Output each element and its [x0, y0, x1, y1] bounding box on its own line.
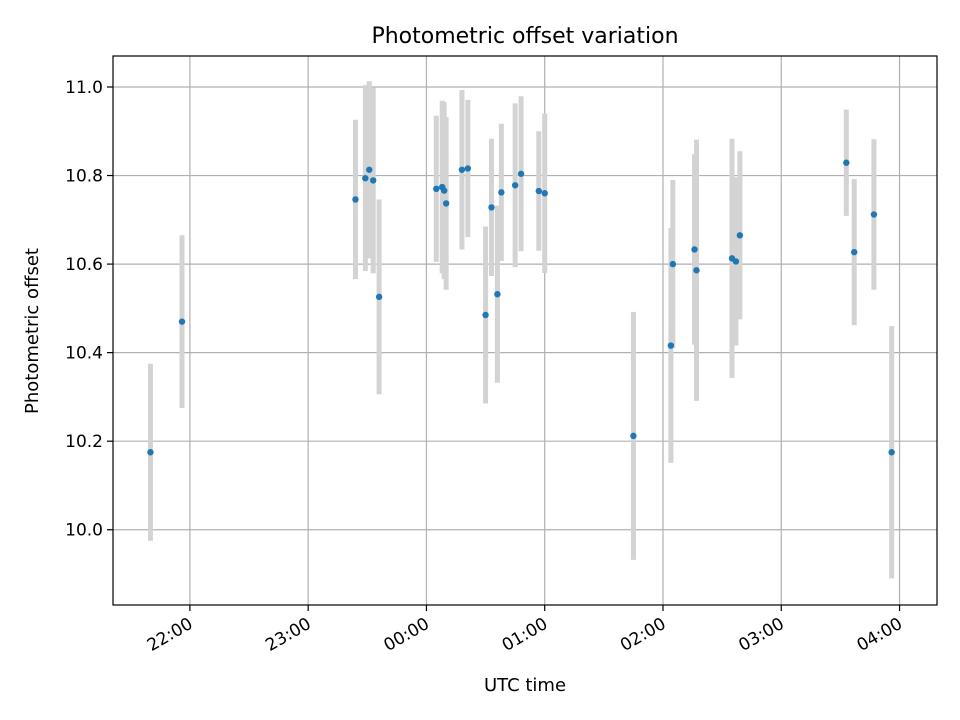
data-point — [693, 267, 700, 274]
data-point — [691, 246, 698, 253]
data-point — [352, 196, 359, 203]
data-point — [498, 189, 505, 196]
y-tick-label: 10.8 — [65, 167, 103, 187]
data-point — [366, 166, 373, 173]
y-tick-label: 11.0 — [65, 78, 103, 98]
x-tick-label: 03:00 — [735, 614, 787, 656]
y-axis-label: Photometric offset — [22, 248, 43, 414]
data-point — [433, 185, 440, 193]
x-tick-label: 01:00 — [499, 614, 551, 656]
data-point — [362, 174, 369, 182]
data-point — [843, 159, 850, 166]
data-point — [669, 260, 677, 268]
data-point — [630, 432, 637, 440]
y-tick-label: 10.0 — [65, 521, 103, 541]
data-point — [375, 293, 383, 301]
data-point — [517, 170, 525, 177]
y-tick-label: 10.2 — [65, 432, 103, 452]
data-point — [870, 211, 878, 218]
chart-title: Photometric offset variation — [371, 24, 678, 49]
data-point — [442, 200, 450, 207]
data-point — [482, 311, 489, 319]
y-tick-label: 10.4 — [65, 344, 103, 364]
data-point — [667, 342, 675, 349]
x-tick-label: 00:00 — [381, 614, 433, 656]
error-bars — [147, 81, 895, 579]
data-point — [370, 177, 377, 184]
y-axis-ticks: 10.0 10.2 10.4 10.6 10.8 11.0 — [65, 78, 113, 541]
x-tick-label: 02:00 — [617, 614, 669, 656]
data-point — [511, 182, 519, 189]
x-tick-label: 22:00 — [144, 614, 196, 656]
data-point — [464, 165, 472, 172]
data-point — [888, 449, 895, 456]
x-axis-ticks: 22:00 23:00 00:00 01:00 02:00 03:00 04:00 — [144, 605, 906, 656]
data-point — [541, 190, 548, 197]
data-point — [535, 187, 542, 195]
plot-frame — [112, 55, 938, 606]
x-tick-label: 23:00 — [262, 614, 314, 656]
data-point — [178, 318, 186, 325]
data-point — [851, 248, 858, 256]
data-point — [732, 258, 740, 265]
y-tick-label: 10.6 — [65, 255, 103, 275]
data-point — [494, 290, 501, 298]
grid — [113, 56, 937, 605]
x-tick-label: 04:00 — [854, 614, 906, 656]
data-point — [488, 204, 495, 211]
data-point — [147, 449, 154, 456]
data-point — [440, 187, 448, 194]
data-point — [458, 166, 466, 173]
data-point — [736, 232, 744, 239]
data-points — [147, 159, 895, 456]
x-axis-label: UTC time — [484, 675, 566, 696]
